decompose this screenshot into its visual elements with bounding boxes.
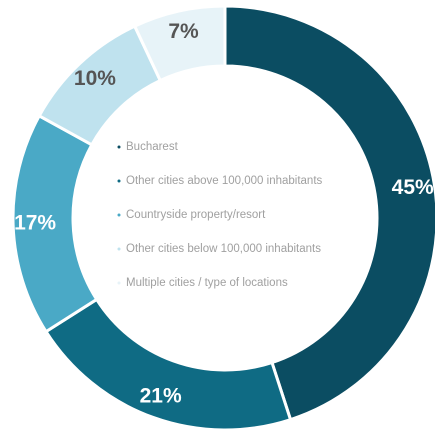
slice [132, 4, 227, 83]
legend-label: Other cities above 100,000 inhabitants [126, 175, 323, 187]
slice [43, 297, 293, 430]
legend-bullet [117, 247, 121, 251]
legend-bullet [117, 213, 121, 217]
legend-bullet [117, 145, 121, 149]
value-label: 21% [140, 384, 182, 407]
slice [223, 4, 435, 422]
legend-label: Bucharest [126, 141, 179, 153]
legend-label: Countryside property/resort [126, 209, 266, 221]
legend-bullet [117, 281, 121, 285]
value-label: 17% [14, 212, 56, 235]
value-label: 10% [74, 67, 116, 90]
legend-bullet [117, 179, 121, 183]
value-label: 7% [168, 20, 199, 43]
legend-label: Multiple cities / type of locations [126, 277, 288, 289]
value-label: 45% [392, 176, 434, 199]
legend-label: Other cities below 100,000 inhabitants [126, 243, 321, 255]
